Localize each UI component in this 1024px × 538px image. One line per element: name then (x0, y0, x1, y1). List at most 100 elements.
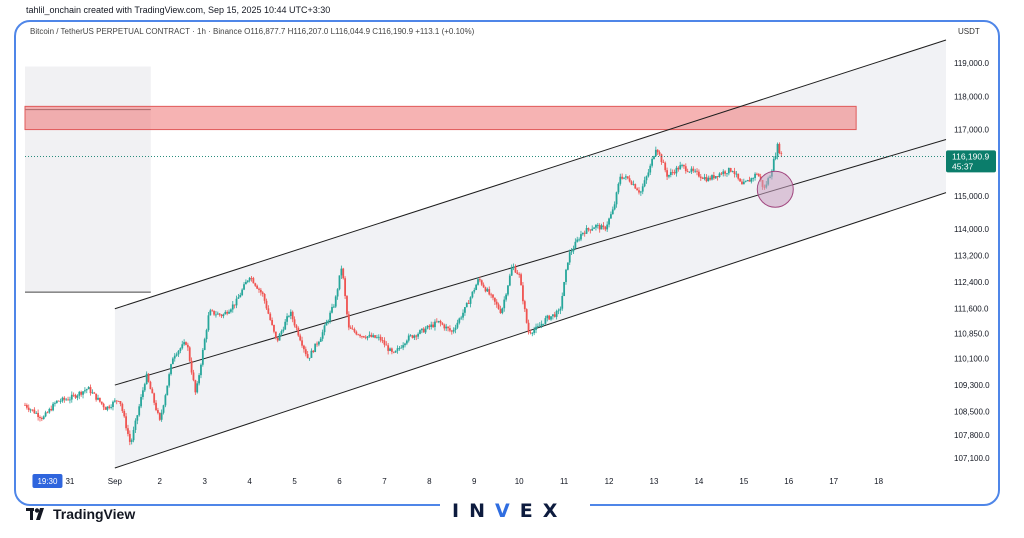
brand-letter-4: E (519, 500, 543, 522)
candle-body (84, 390, 86, 392)
candle-body (173, 355, 176, 359)
candle-body (57, 400, 60, 402)
candle-body (467, 302, 470, 304)
y-tick-label: 118,000.0 (954, 92, 990, 101)
candle-body (409, 335, 412, 337)
x-tick-label: 2 (158, 477, 163, 486)
candle-body (194, 380, 197, 393)
candle-body (679, 165, 682, 170)
candle-body (647, 172, 650, 177)
candle-body (482, 284, 485, 288)
candle-body (688, 171, 691, 173)
candle-body (175, 354, 178, 356)
candle-body (185, 342, 187, 345)
candle-body (205, 330, 208, 340)
candle-body (638, 190, 640, 193)
candle-body (235, 298, 238, 306)
candle-body (493, 297, 496, 302)
candle-body (529, 332, 532, 334)
candle-body (718, 173, 721, 178)
candle-body (739, 178, 741, 182)
candle-body (387, 345, 390, 351)
candle-body (404, 343, 406, 346)
tradingview-icon (26, 508, 44, 520)
candle-body (74, 394, 77, 398)
candle-body (705, 177, 708, 182)
candle-body (576, 239, 579, 242)
candle-body (306, 354, 309, 359)
candle-body (289, 311, 292, 316)
candle-body (87, 387, 90, 390)
candle-body (377, 336, 380, 338)
candle-body (273, 324, 275, 332)
candle-body (256, 285, 259, 289)
candle-body (102, 403, 105, 408)
candle-body (701, 177, 704, 179)
candle-body (151, 389, 154, 394)
candle-body (334, 296, 337, 307)
candle-body (604, 226, 607, 230)
candle-body (248, 277, 251, 281)
candle-body (286, 316, 288, 322)
candle-body (331, 306, 333, 313)
candle-body (750, 178, 753, 182)
candle-body (600, 225, 603, 230)
candle-body (514, 266, 517, 273)
last-price-badge (946, 150, 996, 173)
candle-body (95, 393, 98, 400)
candle-body (186, 344, 189, 348)
candle-body (228, 311, 230, 314)
candle-body (168, 374, 171, 386)
tradingview-logo[interactable]: TradingView (26, 506, 135, 522)
candle-body (555, 310, 558, 317)
candle-body (170, 364, 172, 375)
candle-body (171, 358, 174, 365)
candle-body (437, 320, 440, 322)
x-cursor-label: 19:30 (37, 477, 58, 486)
candle-body (166, 385, 169, 396)
candle-body (54, 402, 56, 404)
resistance-zone (24, 105, 857, 131)
candle-body (271, 320, 273, 325)
candle-body (531, 333, 534, 334)
candle-body (340, 268, 343, 276)
candle-body (346, 296, 348, 315)
candle-body (420, 328, 423, 331)
candle-body (52, 403, 54, 411)
candle-body (244, 281, 247, 285)
candle-body (336, 289, 339, 297)
candle-body (359, 334, 361, 337)
candle-body (312, 350, 315, 353)
candle-body (456, 322, 459, 328)
candle-body (269, 313, 272, 321)
candle-body (70, 394, 73, 400)
y-tick-label: 107,800.0 (954, 431, 990, 440)
candle-body (392, 351, 395, 353)
candle-body (630, 181, 633, 185)
candle-body (400, 347, 403, 349)
candle-body (744, 181, 747, 182)
candle-body (134, 420, 137, 430)
candle-body (198, 375, 200, 384)
candle-body (589, 229, 592, 231)
candle-body (188, 347, 191, 361)
candle-body (351, 328, 354, 330)
candle-body (742, 181, 745, 185)
candle-body (709, 177, 712, 180)
candle-body (746, 180, 749, 182)
candle-body (82, 391, 84, 395)
candle-body (752, 177, 755, 179)
candle-body (366, 336, 369, 339)
candle-body (85, 389, 88, 391)
candle-body (40, 418, 43, 420)
channel-upper-line (114, 39, 947, 310)
candle-body (478, 279, 481, 281)
candle-body (626, 176, 629, 179)
candle-body (776, 143, 779, 157)
channel-fill (114, 40, 946, 468)
candle-body (413, 335, 416, 338)
candle-body (724, 171, 727, 174)
candle-body (499, 308, 502, 314)
candle-body (231, 304, 234, 310)
